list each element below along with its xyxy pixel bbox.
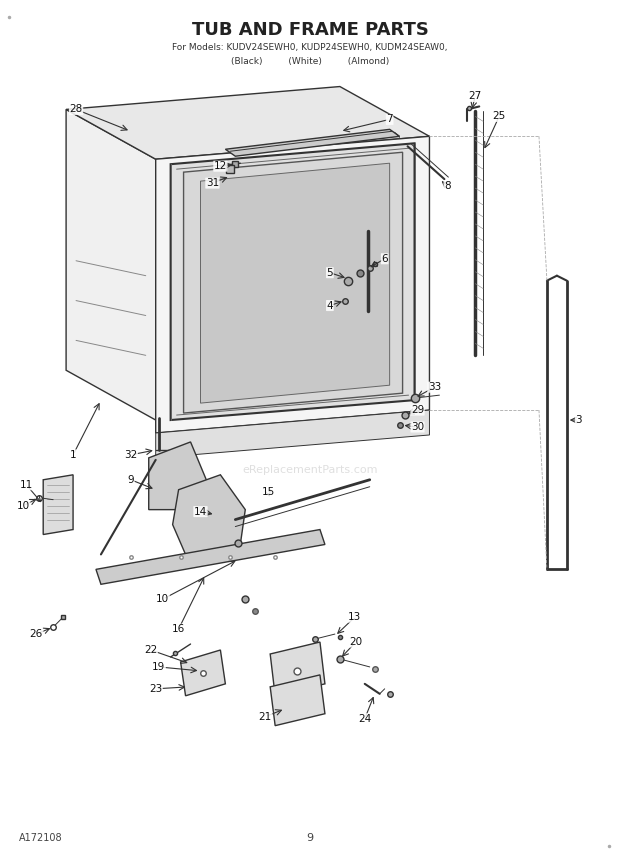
Text: 23: 23	[149, 684, 162, 694]
Text: 24: 24	[358, 714, 371, 723]
Text: 7: 7	[386, 115, 393, 124]
Polygon shape	[270, 675, 325, 726]
Text: 12: 12	[214, 161, 227, 171]
Text: For Models: KUDV24SEWH0, KUDP24SEWH0, KUDM24SEAW0,: For Models: KUDV24SEWH0, KUDP24SEWH0, KU…	[172, 43, 448, 52]
Text: 8: 8	[444, 181, 451, 191]
Polygon shape	[66, 110, 156, 420]
Text: 3: 3	[575, 415, 582, 425]
Text: 9: 9	[306, 833, 314, 843]
Polygon shape	[172, 475, 246, 555]
Text: 11: 11	[20, 479, 33, 490]
Polygon shape	[96, 530, 325, 585]
Text: 16: 16	[172, 624, 185, 634]
Text: 5: 5	[327, 268, 333, 277]
Text: 29: 29	[411, 405, 424, 415]
Text: 26: 26	[30, 629, 43, 639]
Text: 10: 10	[17, 501, 30, 511]
Text: 14: 14	[194, 507, 207, 517]
Text: 27: 27	[469, 92, 482, 102]
Text: eReplacementParts.com: eReplacementParts.com	[242, 465, 378, 475]
Text: 25: 25	[492, 111, 506, 122]
Text: 15: 15	[262, 487, 275, 496]
Polygon shape	[43, 475, 73, 534]
Text: 9: 9	[128, 475, 134, 484]
Polygon shape	[270, 642, 325, 696]
Text: 13: 13	[348, 612, 361, 622]
Text: 10: 10	[156, 594, 169, 604]
Text: 6: 6	[381, 253, 388, 264]
Text: 22: 22	[144, 645, 157, 655]
Text: TUB AND FRAME PARTS: TUB AND FRAME PARTS	[192, 21, 428, 39]
Polygon shape	[156, 136, 430, 433]
Text: 4: 4	[327, 300, 333, 311]
Text: A172108: A172108	[19, 833, 63, 843]
Polygon shape	[156, 410, 430, 458]
Text: 19: 19	[152, 662, 166, 672]
Polygon shape	[226, 129, 400, 157]
Polygon shape	[184, 152, 402, 413]
Text: 28: 28	[69, 104, 82, 115]
Polygon shape	[180, 650, 226, 696]
Text: 20: 20	[349, 637, 362, 647]
Polygon shape	[200, 163, 389, 403]
Text: 33: 33	[428, 382, 441, 392]
Text: 1: 1	[70, 450, 76, 460]
Text: 32: 32	[124, 450, 138, 460]
Polygon shape	[66, 86, 430, 159]
Text: 30: 30	[411, 422, 424, 432]
Polygon shape	[170, 143, 415, 420]
Polygon shape	[149, 442, 210, 509]
Text: (Black)         (White)         (Almond): (Black) (White) (Almond)	[231, 57, 389, 66]
Text: 21: 21	[259, 711, 272, 722]
Text: 31: 31	[206, 178, 219, 188]
